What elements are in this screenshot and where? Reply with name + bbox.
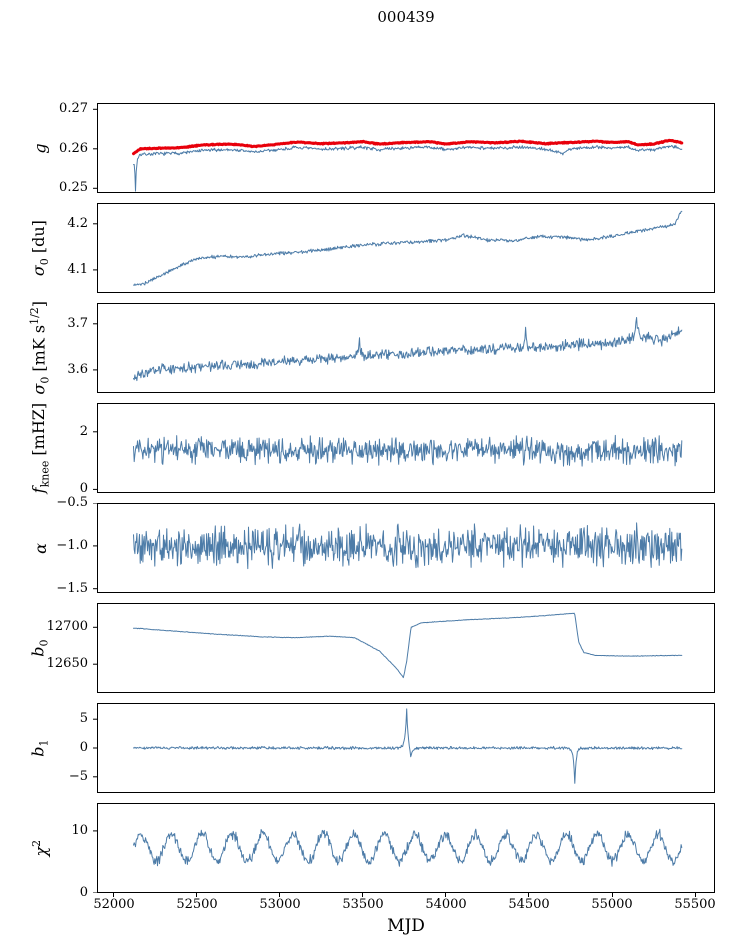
- series-b1: [133, 708, 683, 784]
- x-tick-label: 55000: [591, 897, 633, 912]
- panel-b0: b0 12650 12700: [0, 603, 729, 693]
- plot-area-chi2: [93, 803, 715, 893]
- x-tick-mark: [528, 893, 530, 897]
- axes-frame: [97, 303, 715, 393]
- y-axis-label-b0: b0: [28, 639, 52, 657]
- y-tick-label: 12700: [46, 619, 88, 634]
- figure-title: 000439: [377, 8, 435, 26]
- y-tick-label: −0.5: [56, 495, 88, 510]
- y-tick-label: 4.2: [67, 216, 88, 231]
- plot-area-sigma0-mK: [93, 303, 715, 393]
- series-sigma0-mK: [133, 317, 683, 382]
- series-f-knee: [133, 434, 683, 467]
- axes-frame: [97, 103, 715, 193]
- x-tick-mark: [196, 893, 198, 897]
- y-tick-label: 4.1: [67, 262, 88, 277]
- series-sigma0-du: [133, 210, 683, 286]
- y-tick-label: −1.0: [56, 538, 88, 553]
- x-tick-mark: [694, 893, 696, 897]
- series-g-fit: [133, 144, 683, 192]
- y-tick-label: 0: [79, 481, 88, 496]
- y-axis-label-box: b0: [0, 603, 80, 693]
- series-g-smooth: [132, 138, 684, 156]
- x-tick-mark: [113, 893, 115, 897]
- panel-b1: b1 −5 0 5: [0, 703, 729, 793]
- x-tick-mark: [445, 893, 447, 897]
- y-tick-label: 0.25: [59, 180, 88, 195]
- plot-area-b0: [93, 603, 715, 693]
- y-tick-label: 12650: [46, 656, 88, 671]
- axes-frame: [97, 203, 715, 293]
- x-tick-label: 53000: [259, 897, 301, 912]
- panel-f-knee: fknee [mHZ] 0 2: [0, 402, 729, 496]
- x-tick-mark: [611, 893, 613, 897]
- axes-frame: [97, 703, 715, 793]
- plot-area-b1: [93, 703, 715, 793]
- y-tick-label: 0.26: [59, 141, 88, 156]
- axes-frame: [97, 403, 715, 493]
- y-tick-label: −5: [68, 769, 88, 784]
- y-axis-label-chi2: χ2: [29, 839, 51, 857]
- x-tick-mark: [362, 893, 364, 897]
- x-tick-label: 55500: [674, 897, 716, 912]
- axes-frame: [97, 503, 715, 593]
- plot-area-f-knee: [93, 403, 715, 493]
- plot-area-alpha: [93, 503, 715, 593]
- axes-frame: [97, 603, 715, 693]
- panel-chi2: χ2 0 10: [0, 803, 729, 900]
- x-tick-label: 54000: [425, 897, 467, 912]
- axes-frame: [97, 803, 715, 893]
- y-tick-label: 10: [71, 823, 88, 838]
- y-tick-label: 3.7: [67, 316, 88, 331]
- x-axis-label: MJD: [387, 916, 425, 936]
- y-tick-label: 0.27: [59, 101, 88, 116]
- x-tick-label: 52000: [93, 897, 135, 912]
- plot-area-g: [93, 103, 715, 193]
- plot-area-sigma0-du: [93, 203, 715, 293]
- x-tick-label: 52500: [176, 897, 218, 912]
- series-alpha: [133, 522, 683, 570]
- panel-sigma0-du: σ0 [du] 4.1 4.2: [0, 203, 729, 293]
- series-b0: [133, 612, 683, 679]
- y-axis-label-box: χ2: [0, 803, 80, 893]
- panel-sigma0-mK: σ0 [mK s1/2] 3.6 3.7: [0, 301, 729, 395]
- panel-alpha: α −1.5 −1.0 −0.5: [0, 495, 729, 596]
- panel-g: g 0.25 0.26 0.27: [0, 101, 729, 195]
- y-tick-label: −1.5: [56, 581, 88, 596]
- x-tick-label: 53500: [342, 897, 384, 912]
- y-axis-label-f-knee: fknee [mHZ]: [28, 402, 52, 494]
- y-axis-label-box: fknee [mHZ]: [0, 402, 80, 494]
- x-tick-mark: [279, 893, 281, 897]
- x-tick-label: 54500: [508, 897, 550, 912]
- y-tick-label: 0: [79, 740, 88, 755]
- y-tick-label: 5: [79, 711, 88, 726]
- series-chi2: [133, 828, 683, 867]
- y-tick-label: 3.6: [67, 362, 88, 377]
- y-tick-label: 2: [79, 424, 88, 439]
- y-tick-label: 0: [79, 885, 88, 900]
